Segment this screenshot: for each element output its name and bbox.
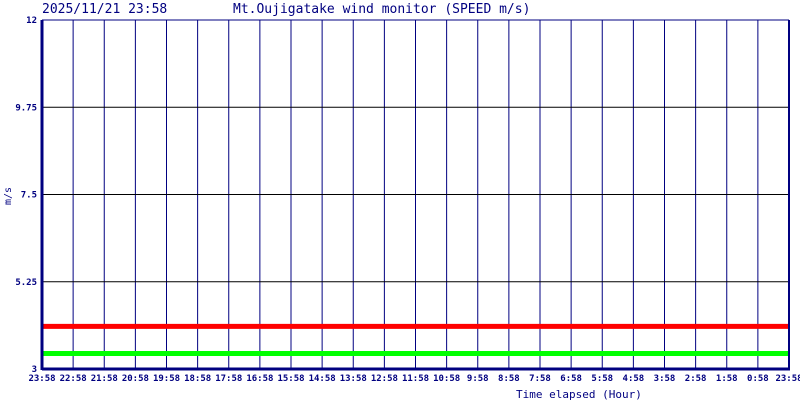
x-tick-label: 17:58 bbox=[215, 374, 242, 384]
x-tick-label: 9:58 bbox=[467, 374, 489, 384]
x-tick-label: 0:58 bbox=[747, 374, 769, 384]
x-tick-label: 15:58 bbox=[277, 374, 304, 384]
x-tick-label: 19:58 bbox=[153, 374, 180, 384]
y-tick-label: 5.25 bbox=[15, 278, 37, 288]
x-tick-label: 23:58 bbox=[28, 374, 55, 384]
x-tick-label: 1:58 bbox=[716, 374, 738, 384]
x-tick-label: 14:58 bbox=[309, 374, 336, 384]
x-tick-label: 6:58 bbox=[560, 374, 582, 384]
y-tick-label: 9.75 bbox=[15, 103, 37, 113]
x-tick-label: 18:58 bbox=[184, 374, 211, 384]
x-tick-label: 3:58 bbox=[654, 374, 676, 384]
x-tick-label: 22:58 bbox=[60, 374, 87, 384]
x-tick-label: 7:58 bbox=[529, 374, 551, 384]
y-axis-label: m/s bbox=[3, 187, 14, 205]
x-tick-label: 16:58 bbox=[246, 374, 273, 384]
y-tick-label: 12 bbox=[26, 16, 37, 26]
y-tick-label: 7.5 bbox=[21, 191, 37, 201]
x-tick-label: 23:58 bbox=[775, 374, 800, 384]
x-tick-label: 13:58 bbox=[340, 374, 367, 384]
y-tick-label: 3 bbox=[32, 365, 37, 375]
x-axis-label: Time elapsed (Hour) bbox=[516, 388, 642, 400]
x-tick-label: 4:58 bbox=[623, 374, 645, 384]
x-tick-label: 8:58 bbox=[498, 374, 520, 384]
x-tick-label: 2:58 bbox=[685, 374, 707, 384]
x-tick-label: 21:58 bbox=[91, 374, 118, 384]
x-tick-label: 20:58 bbox=[122, 374, 149, 384]
chart-title: Mt.Oujigatake wind monitor (SPEED m/s) bbox=[233, 2, 530, 17]
chart-timestamp: 2025/11/21 23:58 bbox=[42, 2, 167, 17]
x-tick-label: 12:58 bbox=[371, 374, 398, 384]
x-tick-label: 10:58 bbox=[433, 374, 460, 384]
x-tick-label: 5:58 bbox=[591, 374, 613, 384]
x-tick-label: 11:58 bbox=[402, 374, 429, 384]
